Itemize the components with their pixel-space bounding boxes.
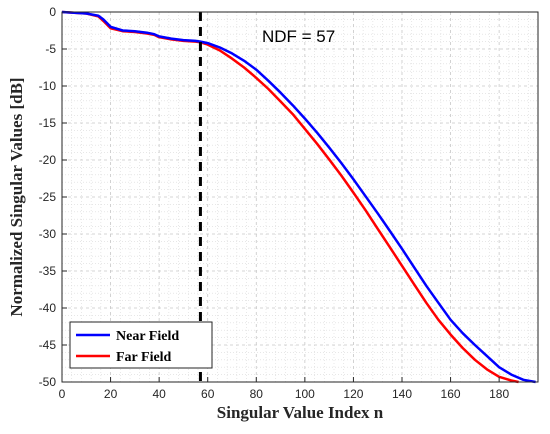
x-tick-label: 60 bbox=[201, 387, 215, 401]
x-axis-title: Singular Value Index n bbox=[217, 403, 384, 422]
x-tick-label: 20 bbox=[104, 387, 118, 401]
legend-box bbox=[69, 321, 213, 369]
x-tick-label: 80 bbox=[250, 387, 264, 401]
legend-label-far-field: Far Field bbox=[116, 350, 172, 365]
y-tick-label: -20 bbox=[39, 153, 57, 167]
x-tick-labels: 0 20 40 60 80 100 120 140 160 180 bbox=[59, 387, 510, 401]
y-tick-label: -10 bbox=[39, 79, 57, 93]
y-tick-label: -45 bbox=[39, 338, 57, 352]
series-line-near-field bbox=[61, 10, 536, 384]
x-tick-label: 100 bbox=[295, 387, 315, 401]
x-tick-label: 140 bbox=[392, 387, 412, 401]
y-tick-label: -25 bbox=[39, 190, 57, 204]
y-tick-label: -40 bbox=[39, 301, 57, 315]
y-tick-label: -50 bbox=[39, 375, 57, 389]
y-tick-label: -30 bbox=[39, 227, 57, 241]
x-tick-label: 40 bbox=[152, 387, 166, 401]
y-tick-labels: 0 -5 -10 -15 -20 -25 -30 -35 -40 -45 -50 bbox=[39, 5, 57, 389]
ndf-annotation: NDF = 57 bbox=[262, 27, 335, 46]
x-tick-label: 180 bbox=[489, 387, 509, 401]
minor-grid bbox=[62, 12, 539, 382]
x-tick-label: 0 bbox=[59, 387, 66, 401]
y-tick-label: -35 bbox=[39, 264, 57, 278]
x-tick-label: 120 bbox=[343, 387, 363, 401]
legend-label-near-field: Near Field bbox=[116, 329, 179, 344]
y-tick-label: -15 bbox=[39, 116, 57, 130]
legend: Near Field Far Field bbox=[69, 321, 213, 369]
series-layer bbox=[61, 10, 536, 384]
y-tick-label: -5 bbox=[45, 42, 56, 56]
x-tick-label: 160 bbox=[441, 387, 461, 401]
y-tick-label: 0 bbox=[49, 5, 56, 19]
tick-marks bbox=[61, 11, 500, 383]
y-axis-title: Normalized Singular Values [dB] bbox=[7, 77, 26, 316]
